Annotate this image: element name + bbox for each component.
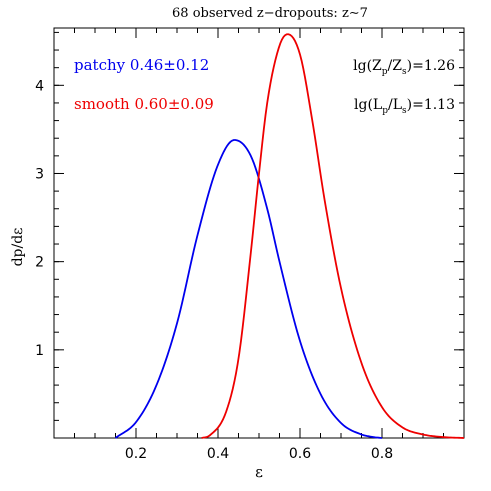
- y-tick-label: 3: [35, 166, 44, 182]
- smooth-annotation: smooth 0.60±0.09: [74, 95, 214, 113]
- x-tick-label: 0.8: [371, 446, 393, 462]
- chart-title: 68 observed z−dropouts: z∼7: [172, 6, 368, 21]
- y-tick-label: 2: [35, 255, 44, 271]
- patchy-annotation: patchy 0.46±0.12: [74, 56, 209, 74]
- metallicity-ratio-annotation: lg(Zp/Zs)=1.26: [353, 58, 455, 77]
- x-tick-label: 0.6: [289, 446, 311, 462]
- axis-tick-labels: 0.2 0.4 0.6 0.8 1 2 3 4: [35, 78, 393, 462]
- smooth-curve: [201, 33, 465, 439]
- y-tick-label: 4: [35, 78, 44, 94]
- plot-frame: [53, 27, 465, 439]
- luminosity-ratio-annotation: lg(Lp/Ls)=1.13: [354, 97, 455, 116]
- patchy-curve: [114, 139, 383, 439]
- y-tick-label: 1: [35, 343, 44, 359]
- x-tick-label: 0.2: [125, 446, 147, 462]
- x-tick-label: 0.4: [207, 446, 229, 462]
- data-curves: [114, 33, 465, 439]
- x-axis-label: ε: [255, 463, 263, 481]
- axis-ticks: [54, 28, 464, 438]
- y-axis-label: dp/dε: [10, 228, 26, 267]
